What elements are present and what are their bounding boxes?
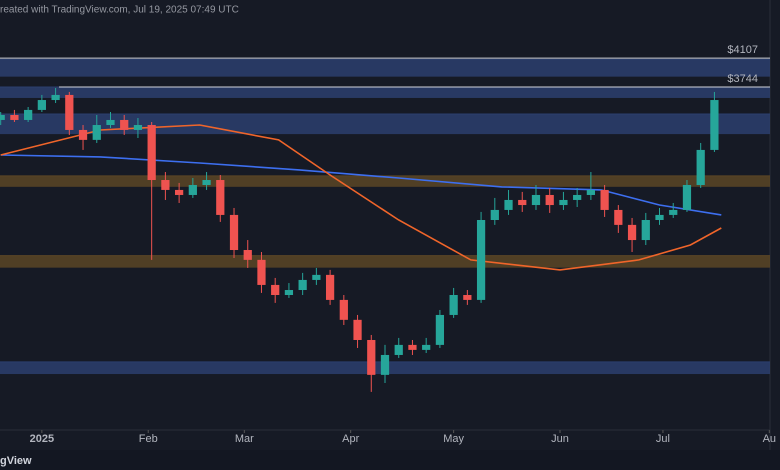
- candle-body: [284, 290, 294, 296]
- candle-body: [78, 129, 88, 140]
- candle-body: [518, 199, 527, 206]
- candle-body: [463, 295, 472, 300]
- x-tick-label: Jul: [656, 433, 670, 445]
- candle-body: [655, 214, 664, 221]
- logo-text: gView: [0, 455, 32, 467]
- candle-body: [614, 209, 623, 225]
- candle-body: [422, 344, 431, 350]
- candle-body: [600, 189, 609, 210]
- candle-body: [339, 299, 348, 320]
- candle-body: [65, 94, 74, 130]
- x-tick-label: Apr: [342, 433, 359, 445]
- header-text: reated with TradingView.com, Jul 19, 202…: [0, 5, 239, 16]
- candle-body: [229, 214, 239, 251]
- candle-body: [0, 114, 5, 120]
- candle-body: [243, 250, 252, 260]
- candle-body: [37, 100, 46, 110]
- plot: $4107 $3744 2025 Feb Mar Apr May Jun Jul Au: [0, 44, 776, 445]
- zone: [0, 59, 770, 77]
- moving-average: [0, 154, 722, 216]
- x-tick-label: May: [443, 433, 464, 445]
- level-label: $3744: [727, 73, 758, 85]
- candle-body: [175, 189, 184, 195]
- x-tick-label: Mar: [235, 433, 254, 445]
- candle-body: [24, 109, 33, 120]
- candle-body: [92, 125, 101, 140]
- zone: [0, 86, 770, 98]
- candle-body: [216, 180, 225, 215]
- candle-body: [394, 344, 403, 355]
- candle-body: [10, 114, 19, 120]
- candle-body: [696, 149, 705, 185]
- candle-body: [573, 194, 582, 200]
- candle-body: [147, 125, 156, 181]
- candle-body: [202, 180, 211, 185]
- candle-body: [51, 94, 60, 101]
- x-tick-label: Au: [763, 433, 776, 445]
- candle-body: [161, 180, 170, 190]
- zone: [0, 175, 770, 187]
- level-label: $4107: [727, 44, 758, 56]
- candle-body: [669, 209, 678, 215]
- x-tick-label: Jun: [551, 433, 569, 445]
- candle-body: [106, 119, 115, 126]
- candle-body: [449, 295, 458, 315]
- moving-average: [0, 124, 722, 271]
- candle-body: [133, 125, 143, 130]
- candle-body: [476, 220, 486, 300]
- candle-body: [504, 199, 513, 210]
- candle-body: [257, 259, 266, 285]
- zone: [0, 113, 770, 135]
- candle-body: [188, 184, 197, 195]
- candle-body: [380, 354, 390, 375]
- candle-body: [627, 224, 637, 241]
- candle-body: [559, 199, 568, 206]
- candle-body: [408, 344, 417, 350]
- x-tick-label: Feb: [139, 433, 158, 445]
- candle-body: [435, 314, 445, 345]
- candle-body: [120, 119, 129, 130]
- x-tick-label: 2025: [30, 433, 54, 445]
- candle-body: [641, 220, 650, 241]
- candle-body: [710, 100, 719, 150]
- candle-body: [367, 339, 376, 375]
- candle-body: [682, 184, 692, 210]
- candle-body: [325, 274, 335, 300]
- candle-body: [531, 194, 541, 206]
- zone: [0, 255, 770, 268]
- candle-body: [490, 209, 499, 221]
- candle-body: [545, 194, 554, 206]
- candle-body: [271, 284, 280, 296]
- candle-body: [298, 279, 307, 291]
- candle-body: [353, 319, 362, 340]
- price-axis: [770, 0, 780, 450]
- candle-body: [586, 189, 595, 195]
- footer-bar: [0, 450, 780, 470]
- candle-body: [312, 274, 321, 280]
